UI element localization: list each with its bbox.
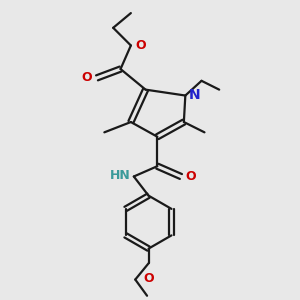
Text: O: O [81,71,92,84]
Text: HN: HN [110,169,130,182]
Text: O: O [135,39,146,52]
Text: N: N [189,88,200,102]
Text: O: O [185,170,196,183]
Text: O: O [143,272,154,285]
